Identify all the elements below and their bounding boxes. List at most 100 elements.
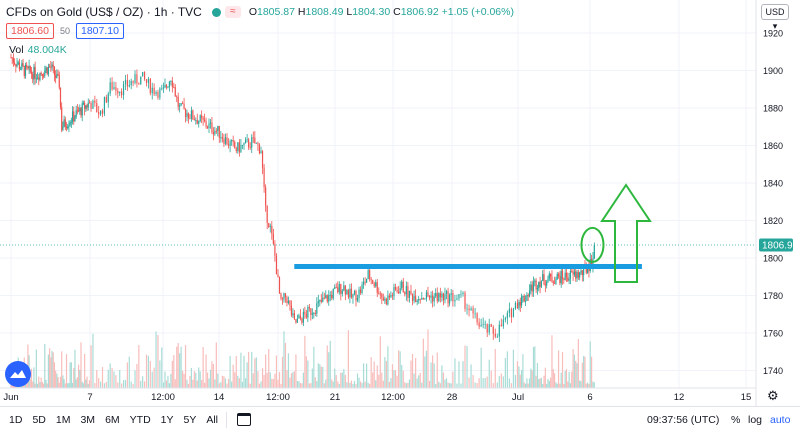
arrow-up-icon[interactable] (600, 183, 652, 283)
high-value: 1808.49 (305, 6, 344, 18)
candle (65, 121, 68, 132)
candle (335, 283, 337, 289)
candle (51, 61, 53, 71)
currency-selector[interactable]: USD ▾ (761, 4, 789, 31)
candle (427, 286, 429, 298)
candle (396, 286, 398, 294)
ask-button[interactable]: 1807.10 (75, 23, 124, 39)
volume-bar (413, 373, 415, 388)
volume-bar (26, 380, 28, 388)
candle (165, 84, 168, 90)
percent-toggle[interactable]: % (731, 413, 741, 426)
volume-bar (572, 349, 574, 388)
volume-bar (381, 372, 383, 388)
candle (157, 89, 159, 100)
calendar-icon[interactable] (237, 413, 252, 426)
time-tick-label: 15 (741, 392, 752, 403)
bid-button[interactable]: 1806.60 (6, 23, 54, 39)
candle (209, 119, 212, 129)
drawings[interactable] (0, 183, 756, 283)
volume-bar (186, 379, 188, 388)
volume-bar (536, 363, 539, 388)
candle (15, 64, 17, 73)
candle (450, 288, 452, 302)
timeframe-ytd[interactable]: YTD (129, 413, 151, 426)
candle (516, 299, 519, 309)
gear-icon[interactable]: ⚙ (767, 388, 779, 403)
candle (456, 294, 458, 301)
volume-bar (441, 365, 443, 388)
timeframe-all[interactable]: All (206, 413, 219, 426)
candle (462, 291, 464, 297)
clock-readout[interactable]: 09:37:56 (UTC) (647, 413, 720, 426)
candle (564, 269, 566, 281)
candle (328, 290, 330, 306)
volume-bar (183, 373, 185, 388)
volume-bar (430, 362, 432, 388)
symbol-header[interactable]: CFDs on Gold (US$ / OZ) · 1h · TVC ≈ O18… (6, 3, 514, 21)
price-tick-label: 1900 (763, 66, 783, 76)
volume-bar (149, 361, 151, 388)
timeframe-5y[interactable]: 5Y (183, 413, 197, 426)
log-toggle[interactable]: log (748, 413, 763, 426)
volume-bar (280, 383, 282, 388)
volume-bar (407, 382, 409, 388)
volume-bar (100, 381, 102, 388)
timeframe-6m[interactable]: 6M (105, 413, 120, 426)
candle (563, 277, 565, 284)
highlight-ellipse[interactable] (580, 226, 605, 263)
candle (433, 292, 435, 307)
timeframe-1m[interactable]: 1M (55, 413, 71, 426)
candle (528, 284, 531, 298)
volume-bar (563, 383, 565, 388)
candle (218, 125, 220, 143)
candlesticks[interactable] (10, 53, 595, 343)
candle (214, 126, 216, 136)
candle (39, 72, 41, 82)
candle (124, 74, 127, 90)
volume-bar (268, 349, 270, 388)
tradingview-logo-icon[interactable] (5, 361, 31, 387)
volume-bar (34, 383, 36, 388)
timeframe-1d[interactable]: 1D (9, 413, 23, 426)
candle (552, 280, 554, 286)
auto-toggle[interactable]: auto (770, 413, 791, 426)
time-axis[interactable]: Jun 7 12:00 14 12:00 21 12:00 28 Jul 6 12 15 (3, 392, 751, 403)
volume-bar (42, 383, 45, 388)
candle (413, 290, 415, 304)
symbol-title[interactable]: CFDs on Gold (US$ / OZ) · 1h · TVC (6, 5, 202, 19)
volume-bar (568, 371, 570, 388)
volume-bar (560, 372, 562, 388)
candle (577, 269, 579, 280)
timeframe-5d[interactable]: 5D (32, 413, 46, 426)
price-chart[interactable]: 1740 1760 1780 1800 1820 1840 1860 1880 1900 1920… (0, 0, 800, 406)
close-label: C (393, 6, 401, 18)
price-axis[interactable]: 1740 1760 1780 1800 1820 1840 1860 1880 1900 1920 (763, 29, 783, 377)
quote-box: 1806.60 50 1807.10 (6, 23, 124, 39)
candle (232, 135, 234, 147)
candle (387, 290, 389, 306)
candle (277, 269, 279, 278)
volume-bar (113, 371, 115, 388)
volume-bar (136, 363, 138, 388)
candle (14, 58, 16, 66)
volume-bar (575, 360, 577, 388)
candle (80, 106, 82, 118)
candle (418, 295, 420, 304)
volume-bar (224, 378, 227, 388)
timeframe-3m[interactable]: 3M (80, 413, 96, 426)
volume-bar (220, 382, 222, 388)
candle (70, 117, 72, 129)
volume-bar (179, 353, 181, 388)
candle (176, 95, 178, 103)
candle (540, 280, 542, 288)
volume-bar (323, 383, 325, 388)
candle (50, 60, 52, 72)
volume-legend[interactable]: Vol 48.004K (9, 44, 67, 56)
candle (307, 304, 309, 323)
volume-bar (255, 357, 257, 388)
timeframe-1y[interactable]: 1Y (160, 413, 174, 426)
volume-bar (466, 346, 468, 388)
candle (92, 99, 94, 109)
price-tick-label: 1860 (763, 141, 783, 151)
